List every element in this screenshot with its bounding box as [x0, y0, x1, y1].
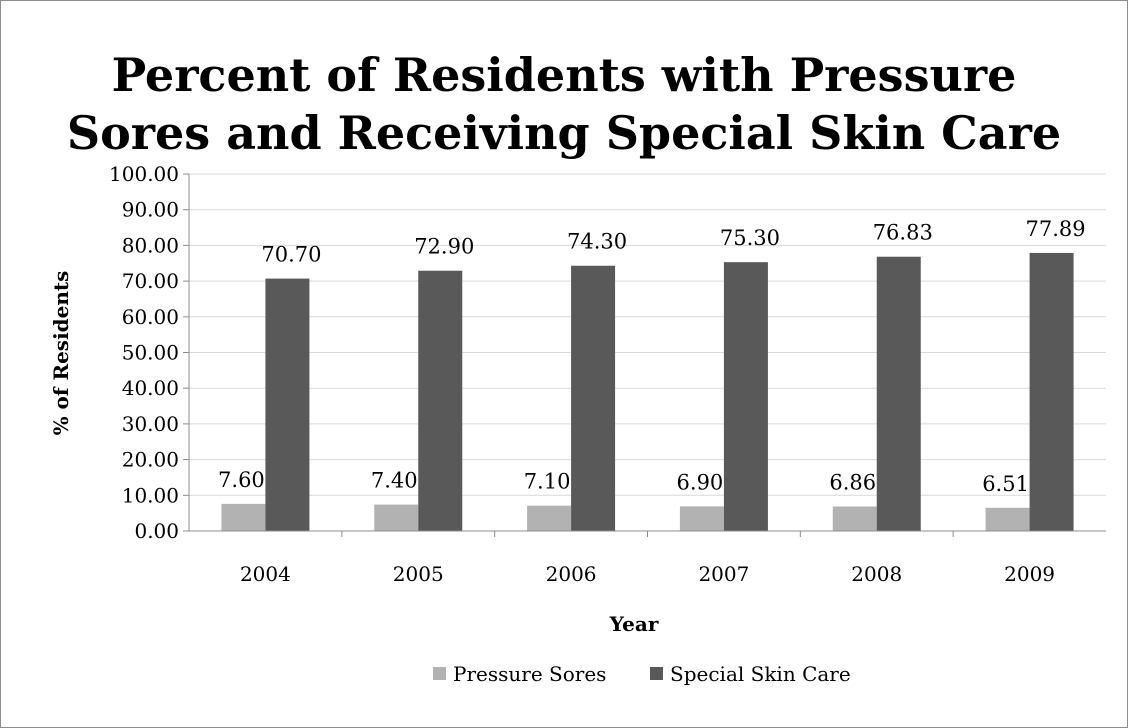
x-tick-label: 2006 [546, 562, 597, 586]
x-tick-label: 2008 [851, 562, 902, 586]
data-label-pressure-sores: 6.51 [982, 472, 1029, 496]
x-tick-label: 2007 [698, 562, 749, 586]
bar-pressure-sores [221, 503, 266, 531]
axes: 0.00 10.00 20.00 30.00 40.00 50.00 60.00 70.00 8… [109, 162, 1106, 586]
y-tick-label: 100.00 [109, 162, 179, 186]
data-label-pressure-sores: 6.90 [677, 470, 724, 494]
bar-special-skin-care [418, 270, 463, 531]
bar-special-skin-care [876, 256, 921, 531]
bar-pressure-sores [374, 504, 419, 531]
data-label-pressure-sores: 6.86 [829, 471, 876, 495]
x-tick-label: 2005 [393, 562, 444, 586]
bar-pressure-sores [527, 505, 572, 531]
bar-pressure-sores [832, 506, 877, 531]
legend: Pressure Sores Special Skin Care [433, 662, 851, 686]
bar-special-skin-care [723, 262, 768, 531]
y-tick-label: 40.00 [122, 376, 179, 400]
y-tick-label: 10.00 [122, 483, 179, 507]
x-tick-label: 2004 [240, 562, 291, 586]
y-tick-label: 60.00 [122, 305, 179, 329]
y-tick-label: 20.00 [122, 448, 179, 472]
data-label-special-skin-care: 72.90 [414, 235, 474, 259]
legend-label-special-skin-care: Special Skin Care [670, 662, 851, 686]
y-tick-label: 50.00 [122, 341, 179, 365]
data-label-special-skin-care: 70.70 [261, 243, 321, 267]
y-tick-label: 70.00 [122, 269, 179, 293]
legend-swatch-pressure-sores [433, 667, 446, 680]
bar-special-skin-care [571, 265, 616, 531]
y-tick-label: 90.00 [122, 198, 179, 222]
y-tick-label: 30.00 [122, 412, 179, 436]
data-label-pressure-sores: 7.60 [218, 468, 265, 492]
data-label-pressure-sores: 7.10 [524, 470, 571, 494]
legend-label-pressure-sores: Pressure Sores [453, 662, 606, 686]
data-label-special-skin-care: 76.83 [873, 221, 933, 245]
chart-title-line-2: Sores and Receiving Special Skin Care [67, 106, 1061, 160]
bar-pressure-sores [985, 507, 1030, 531]
bar-special-skin-care [1029, 252, 1074, 532]
bar-special-skin-care [265, 278, 310, 531]
y-tick-label: 80.00 [122, 233, 179, 257]
x-axis-title: Year [609, 612, 659, 636]
bar-pressure-sores [679, 506, 724, 531]
y-axis-title: % of Residents [49, 271, 73, 436]
data-label-special-skin-care: 74.30 [567, 230, 627, 254]
data-label-pressure-sores: 7.40 [371, 469, 418, 493]
y-tick-label: 0.00 [134, 519, 179, 543]
x-tick-label: 2009 [1004, 562, 1055, 586]
gridlines [189, 173, 1106, 496]
data-label-special-skin-care: 77.89 [1026, 217, 1086, 241]
bars [221, 252, 1074, 532]
chart-title-line-1: Percent of Residents with Pressure [112, 48, 1017, 102]
data-label-special-skin-care: 75.30 [720, 226, 780, 250]
legend-swatch-special-skin-care [650, 667, 663, 680]
data-labels: 7.60 70.70 7.40 72.90 7.10 74.30 6.90 75.30 6.86… [218, 217, 1086, 496]
